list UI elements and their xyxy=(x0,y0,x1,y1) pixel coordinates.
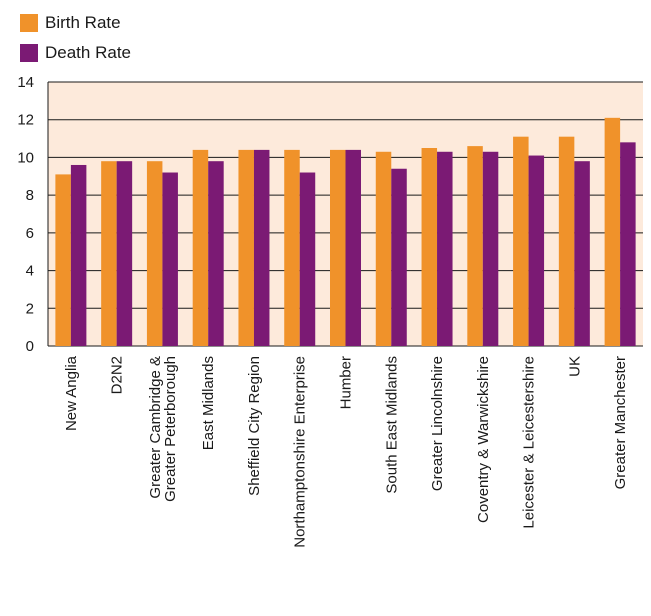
bars xyxy=(55,117,636,346)
x-tick-label: D2N2 xyxy=(109,356,126,394)
x-tick-label: New Anglia xyxy=(63,355,80,431)
x-tick-label-line: Coventry & Warwickshire xyxy=(475,356,492,523)
x-tick-label-line: D2N2 xyxy=(109,356,126,394)
bar-birth-rate xyxy=(284,149,300,346)
y-tick-label: 2 xyxy=(26,300,34,317)
x-tick-label: Leicester & Leicestershire xyxy=(521,356,538,529)
y-tick-labels: 0 2 4 6 8 10 12 14 xyxy=(17,74,34,355)
x-tick-label-line: East Midlands xyxy=(200,356,217,450)
x-tick-label: East Midlands xyxy=(200,356,217,450)
bar-death-rate xyxy=(70,164,87,346)
bar-birth-rate xyxy=(558,136,575,346)
x-tick-label-line: Sheffield City Region xyxy=(246,356,263,496)
legend-swatch-death-rate xyxy=(20,44,38,62)
x-tick-label: UK xyxy=(566,356,583,377)
bar-death-rate xyxy=(162,172,178,346)
x-tick-label-line: Greater Manchester xyxy=(612,356,629,489)
x-tick-label: Greater Cambridge &Greater Peterborough xyxy=(147,356,179,502)
legend-label-birth-rate: Birth Rate xyxy=(45,13,121,32)
x-tick-label-line: South East Midlands xyxy=(383,356,400,494)
bar-death-rate xyxy=(345,149,361,346)
x-tick-label-line: Greater Peterborough xyxy=(162,356,179,502)
y-tick-label: 12 xyxy=(17,112,34,129)
y-tick-label: 10 xyxy=(17,149,34,166)
x-tick-label-line: New Anglia xyxy=(63,355,80,431)
bar-birth-rate xyxy=(101,161,117,346)
bar-birth-rate xyxy=(604,117,621,346)
x-tick-label-line: Leicester & Leicestershire xyxy=(521,356,538,529)
bar-birth-rate xyxy=(192,149,209,346)
legend-label-death-rate: Death Rate xyxy=(45,43,131,62)
x-tick-label: Humber xyxy=(338,356,355,409)
x-tick-label-line: UK xyxy=(566,356,583,377)
x-tick-label: Coventry & Warwickshire xyxy=(475,356,492,523)
x-tick-label: Sheffield City Region xyxy=(246,356,263,496)
bar-death-rate xyxy=(116,161,133,346)
bar-death-rate xyxy=(391,168,407,346)
bar-death-rate xyxy=(437,151,453,346)
x-tick-label-line: Greater Cambridge & xyxy=(147,356,164,499)
x-tick-label-line: Northamptonshire Enterprise xyxy=(292,356,309,548)
bar-birth-rate xyxy=(375,151,392,346)
legend-swatch-birth-rate xyxy=(20,14,38,32)
bar-birth-rate xyxy=(330,149,346,346)
bar-birth-rate xyxy=(467,146,483,346)
x-tick-label: Greater Lincolnshire xyxy=(429,356,446,491)
x-tick-labels: New Anglia D2N2 Greater Cambridge &Greater… xyxy=(63,355,629,547)
y-tick-label: 14 xyxy=(17,74,34,91)
y-tick-label: 6 xyxy=(26,225,34,242)
bar-birth-rate xyxy=(238,149,254,346)
y-tick-label: 0 xyxy=(26,338,34,355)
bar-birth-rate xyxy=(55,174,71,346)
x-tick-label: Northamptonshire Enterprise xyxy=(292,356,309,548)
legend-item-birth-rate: Birth Rate xyxy=(20,8,131,38)
bar-birth-rate xyxy=(146,161,163,346)
bar-death-rate xyxy=(528,155,545,346)
bar-death-rate xyxy=(208,161,224,346)
bar-death-rate xyxy=(574,161,590,346)
legend: Birth Rate Death Rate xyxy=(20,8,131,68)
bar-death-rate xyxy=(299,172,316,346)
bar-death-rate xyxy=(253,149,270,346)
x-tick-label: South East Midlands xyxy=(383,356,400,494)
legend-item-death-rate: Death Rate xyxy=(20,38,131,68)
bar-birth-rate xyxy=(421,148,438,346)
x-tick-label-line: Greater Lincolnshire xyxy=(429,356,446,491)
bar-birth-rate xyxy=(513,136,529,346)
y-tick-label: 8 xyxy=(26,187,34,204)
x-tick-label: Greater Manchester xyxy=(612,356,629,489)
y-tick-label: 4 xyxy=(26,263,34,280)
x-tick-label-line: Humber xyxy=(338,356,355,409)
bar-death-rate xyxy=(620,142,636,346)
bar-death-rate xyxy=(482,151,499,346)
